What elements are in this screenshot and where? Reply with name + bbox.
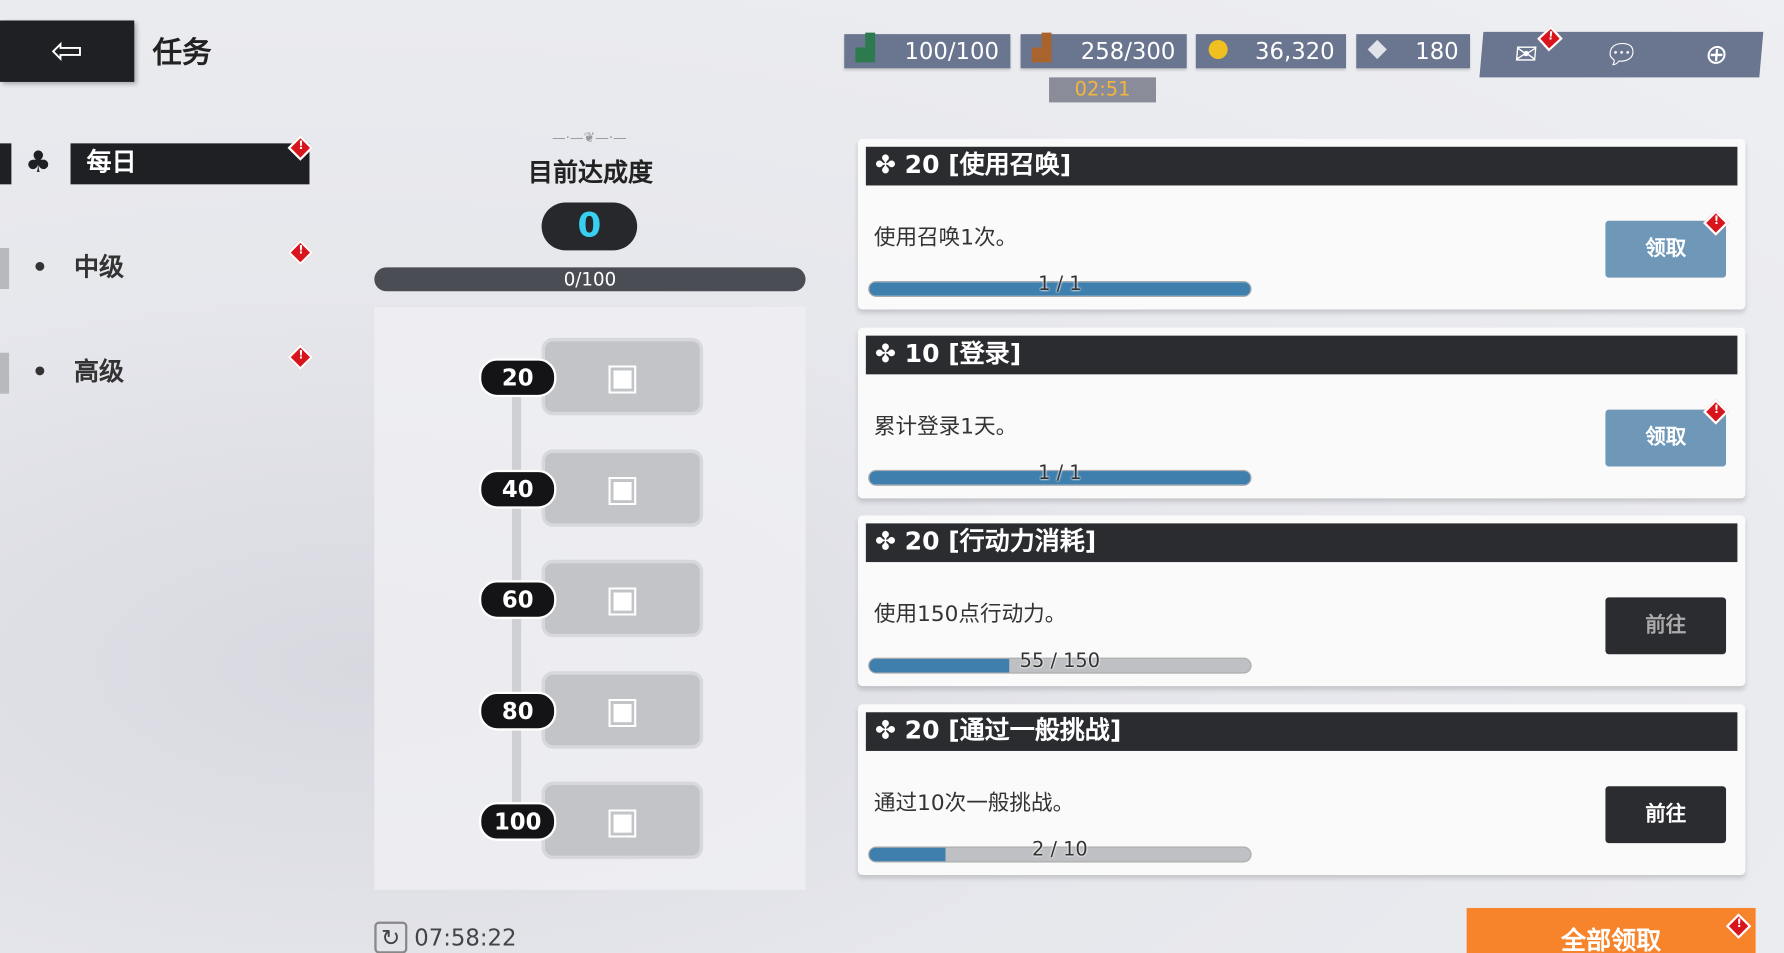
resource-stamina[interactable]: ▟ 100/100: [844, 34, 1011, 69]
add-friend-icon[interactable]: ⊕: [1703, 38, 1730, 71]
mission-desc: 通过10次一般挑战。: [873, 790, 1075, 816]
sidebar-marker: [0, 352, 10, 394]
mission-progress-bar: [868, 281, 1252, 297]
tier-label: 100: [479, 802, 557, 841]
alert-icon: [1537, 25, 1564, 52]
resource-boot[interactable]: ▟ 258/300: [1020, 34, 1187, 69]
mission-title: ✤ 10 [登录]: [865, 335, 1738, 374]
chest-icon: ▣: [605, 798, 640, 842]
progress-score: 0: [541, 202, 638, 251]
mission-progress-text: 55 / 150: [1019, 649, 1101, 673]
brown-boot-icon: ▟: [1031, 34, 1052, 63]
gold-coin-icon: ●: [1207, 34, 1230, 63]
mission-desc: 累计登录1天。: [873, 413, 1018, 439]
clover-icon: ♣: [25, 145, 52, 180]
ornament-icon: —·—❦—·—: [552, 129, 627, 146]
sidebar-marker: [0, 248, 10, 290]
mission-title: ✤ 20 [通过一般挑战]: [865, 711, 1738, 751]
top-icon-bar: ✉ 💬︎ ⊕: [1479, 25, 1764, 78]
mission-card: ✤ 20 [行动力消耗] 使用150点行动力。 55 / 150 前往: [857, 515, 1746, 687]
reward-chest[interactable]: ▣: [541, 337, 704, 416]
reward-chest[interactable]: ▣: [541, 448, 704, 527]
tier-label: 20: [479, 358, 557, 398]
tier-label: 60: [479, 580, 557, 619]
progress-title: 目前达成度: [527, 159, 654, 188]
mission-go-button[interactable]: 前往: [1605, 785, 1727, 843]
mission-progress-fill: [869, 470, 1251, 485]
chest-icon: ▣: [605, 576, 640, 621]
mission-card: ✤ 20 [通过一般挑战] 通过10次一般挑战。 2 / 10 前往: [857, 703, 1746, 875]
reward-chest[interactable]: ▣: [541, 781, 704, 860]
mission-card: ✤ 20 [使用召唤] 使用召唤1次。 1 / 1 领取: [857, 138, 1746, 310]
back-arrow-icon: ⇦: [50, 28, 84, 74]
mission-progress-fill: [869, 658, 1010, 673]
green-boot-icon: ▟: [855, 34, 875, 63]
mission-progress-bar: [868, 469, 1252, 486]
mission-progress-bar: [868, 845, 1252, 862]
chest-icon: ▣: [605, 354, 640, 399]
mission-progress-fill: [869, 282, 1251, 296]
claim-all-button[interactable]: 全部领取: [1466, 907, 1756, 953]
mail-icon[interactable]: ✉: [1513, 25, 1564, 71]
sidebar-marker: [0, 143, 12, 185]
mission-go-button[interactable]: 前往: [1605, 597, 1727, 655]
refresh-icon: ↻: [374, 921, 408, 953]
reward-chest[interactable]: ▣: [541, 559, 704, 638]
tier-label: 80: [479, 691, 557, 730]
stamina-timer: 02:51: [1049, 77, 1157, 103]
mission-progress-text: 1 / 1: [1038, 273, 1082, 296]
mission-progress-fill: [869, 847, 946, 861]
sidebar-item-daily[interactable]: 每日: [70, 143, 310, 185]
tier-label: 40: [479, 469, 557, 509]
sidebar-item-intermediate[interactable]: • 中级: [31, 253, 125, 283]
mission-card: ✤ 10 [登录] 累计登录1天。 1 / 1 领取: [857, 327, 1746, 498]
sidebar-item-advanced[interactable]: • 高级: [31, 358, 125, 387]
mission-claim-button[interactable]: 领取: [1605, 220, 1727, 278]
resource-gold[interactable]: ● 36,320: [1195, 34, 1347, 69]
mission-progress-text: 1 / 1: [1038, 461, 1082, 485]
mission-progress-text: 2 / 10: [1031, 837, 1088, 861]
progress-bar: 0/100: [374, 267, 806, 292]
crystal-icon: ◆: [1367, 34, 1387, 63]
mission-desc: 使用召唤1次。: [873, 225, 1018, 251]
page-title: 任务: [152, 36, 212, 71]
refresh-timer: ↻ 07:58:22: [374, 921, 517, 953]
mission-title: ✤ 20 [使用召唤]: [865, 146, 1738, 186]
back-button[interactable]: ⇦: [0, 20, 135, 82]
resource-crystal[interactable]: ◆ 180: [1356, 34, 1471, 69]
mission-claim-button[interactable]: 领取: [1605, 409, 1727, 466]
mission-title: ✤ 20 [行动力消耗]: [865, 523, 1738, 563]
chat-icon[interactable]: 💬︎: [1602, 38, 1641, 71]
chest-icon: ▣: [605, 687, 640, 732]
chest-icon: ▣: [605, 465, 640, 510]
mission-progress-bar: [868, 657, 1252, 674]
reward-chest[interactable]: ▣: [541, 670, 704, 749]
mission-desc: 使用150点行动力。: [873, 601, 1067, 627]
